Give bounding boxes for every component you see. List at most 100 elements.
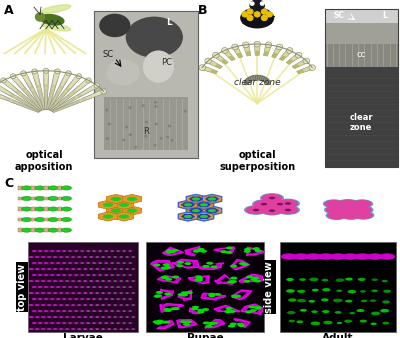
Circle shape: [51, 298, 54, 299]
Bar: [280, 242, 396, 332]
Circle shape: [330, 253, 346, 260]
Circle shape: [214, 293, 221, 296]
Circle shape: [62, 310, 67, 312]
Circle shape: [382, 300, 390, 304]
Circle shape: [379, 253, 395, 260]
Circle shape: [68, 262, 73, 264]
Circle shape: [199, 65, 206, 71]
Circle shape: [38, 87, 41, 90]
Circle shape: [125, 304, 130, 306]
Circle shape: [57, 274, 60, 275]
Circle shape: [162, 263, 170, 266]
Circle shape: [129, 311, 131, 312]
Circle shape: [243, 42, 249, 48]
Circle shape: [164, 266, 171, 269]
Circle shape: [75, 250, 78, 251]
Circle shape: [51, 311, 54, 312]
Circle shape: [10, 74, 16, 79]
Circle shape: [226, 246, 233, 249]
Circle shape: [77, 268, 82, 270]
Circle shape: [170, 139, 174, 142]
Circle shape: [45, 322, 48, 323]
Circle shape: [29, 268, 34, 270]
Circle shape: [99, 250, 102, 251]
Circle shape: [81, 250, 84, 251]
Circle shape: [62, 274, 67, 276]
Circle shape: [59, 292, 64, 294]
Circle shape: [350, 312, 355, 314]
Circle shape: [65, 280, 70, 282]
Polygon shape: [10, 75, 24, 89]
Circle shape: [68, 286, 73, 288]
Circle shape: [102, 281, 104, 282]
Circle shape: [83, 304, 88, 306]
Circle shape: [96, 281, 98, 282]
Circle shape: [80, 322, 85, 324]
Circle shape: [269, 209, 275, 212]
Circle shape: [123, 311, 126, 312]
Circle shape: [42, 281, 44, 282]
Circle shape: [122, 139, 125, 142]
Bar: [324, 100, 398, 105]
Circle shape: [57, 322, 60, 323]
Circle shape: [79, 99, 82, 102]
Ellipse shape: [258, 75, 262, 80]
Polygon shape: [32, 71, 46, 110]
Circle shape: [160, 266, 168, 269]
Circle shape: [306, 253, 322, 260]
Bar: [44, 228, 49, 232]
Circle shape: [65, 316, 70, 318]
Polygon shape: [236, 292, 246, 297]
Circle shape: [131, 268, 136, 270]
Circle shape: [238, 324, 245, 327]
Circle shape: [113, 280, 118, 282]
Circle shape: [122, 274, 127, 276]
Polygon shape: [172, 259, 199, 268]
Polygon shape: [236, 53, 243, 58]
Polygon shape: [52, 90, 105, 113]
Bar: [324, 74, 398, 79]
Circle shape: [50, 262, 55, 264]
Circle shape: [154, 101, 157, 104]
Circle shape: [63, 263, 66, 264]
Circle shape: [286, 289, 295, 293]
Circle shape: [101, 292, 106, 294]
Circle shape: [200, 250, 207, 253]
Circle shape: [184, 215, 192, 218]
Circle shape: [120, 329, 122, 330]
Circle shape: [14, 96, 17, 98]
Circle shape: [33, 298, 36, 299]
Circle shape: [84, 317, 86, 318]
Circle shape: [371, 312, 380, 315]
Circle shape: [22, 196, 32, 200]
Circle shape: [51, 250, 54, 251]
Circle shape: [128, 310, 133, 312]
Circle shape: [105, 274, 107, 275]
Ellipse shape: [244, 80, 248, 85]
Circle shape: [33, 322, 36, 323]
Circle shape: [66, 281, 68, 282]
Circle shape: [123, 322, 126, 323]
Circle shape: [119, 280, 124, 282]
Circle shape: [237, 323, 244, 325]
Circle shape: [309, 277, 318, 281]
Circle shape: [338, 205, 360, 214]
Bar: [94, 11, 198, 158]
Circle shape: [69, 263, 72, 264]
Circle shape: [353, 206, 372, 214]
Circle shape: [32, 298, 37, 300]
Circle shape: [166, 136, 169, 139]
Bar: [324, 156, 398, 162]
Circle shape: [48, 281, 50, 282]
Polygon shape: [214, 54, 228, 64]
Polygon shape: [157, 320, 174, 329]
Circle shape: [358, 278, 366, 281]
Circle shape: [29, 328, 34, 330]
Circle shape: [74, 250, 79, 252]
Circle shape: [131, 256, 136, 258]
Bar: [44, 208, 49, 211]
Circle shape: [1, 78, 6, 83]
Circle shape: [80, 262, 85, 264]
Circle shape: [383, 290, 391, 293]
Circle shape: [323, 199, 345, 208]
